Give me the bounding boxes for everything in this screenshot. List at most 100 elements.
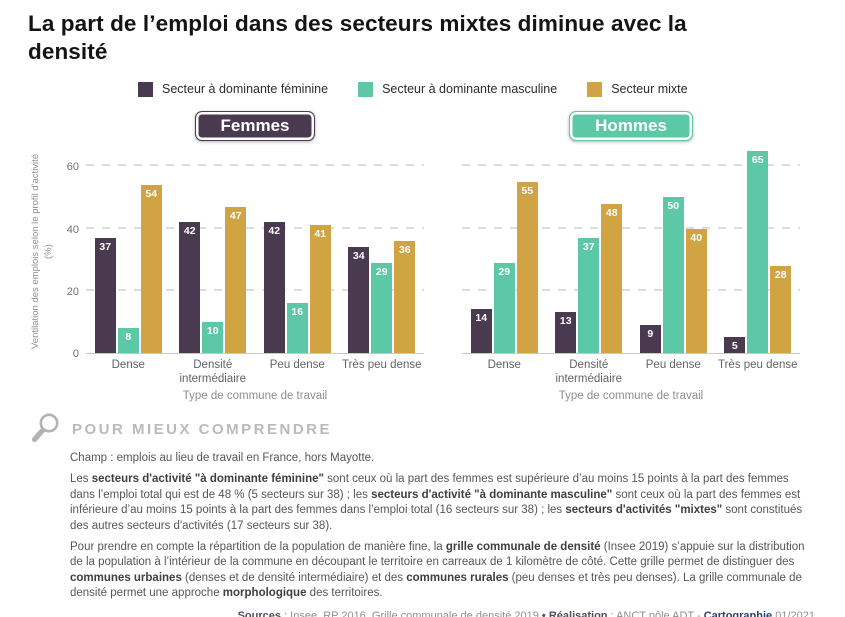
text-run: (Insee 2019) s’appuie sur la distributio…	[70, 540, 805, 569]
bar-group: 34 29 36	[340, 240, 424, 353]
text-run: (denses et de densité intermédiaire) et …	[181, 571, 407, 584]
y-tick-label: 20	[66, 285, 79, 298]
bar-value-label: 8	[125, 330, 132, 343]
text-run: (peu denses et très peu denses). La gril…	[70, 571, 802, 600]
bar-value-label: 9	[647, 327, 654, 340]
text-run: morphologique	[222, 587, 307, 600]
gridline	[86, 288, 424, 291]
bar-group: 5 65 28	[716, 150, 800, 353]
bar: 16	[286, 303, 308, 353]
text-run: sont constitués des autres secteurs d'ac…	[70, 504, 803, 532]
bar: 9	[639, 324, 661, 353]
square-swatch-icon	[587, 81, 603, 97]
bar: 42	[263, 222, 285, 353]
champ-paragraph: Champ : emplois au lieu de travail en Fr…	[70, 451, 815, 467]
text-run: communes urbaines	[70, 571, 182, 584]
bar: 10	[202, 321, 224, 353]
footer-body: Champ : emplois au lieu de travail en Fr…	[70, 451, 815, 602]
x-axis-categories: Dense Densité intermédiaire Peu dense Très …	[462, 359, 800, 387]
bar-value-label: 28	[774, 268, 787, 281]
gridline	[86, 164, 424, 167]
bar-groups: 37 8 54 42 10 47 42 16 41 34 29 36	[86, 149, 424, 353]
text-run: des territoires.	[306, 587, 383, 600]
bar-value-label: 34	[352, 250, 365, 263]
bar-value-label: 41	[314, 228, 327, 241]
bar: 50	[662, 197, 684, 353]
y-tick-label: 40	[66, 223, 79, 236]
badge-row: Femmes	[86, 109, 424, 149]
bar-value-label: 10	[206, 324, 219, 337]
bar: 37	[94, 237, 116, 353]
bar-group: 42 16 41	[255, 222, 339, 353]
legend-item-feminine: Secteur à dominante féminine	[138, 81, 328, 97]
text-run: Sources	[237, 610, 281, 617]
charts-row: Ventilation des emplois selon le profil …	[30, 109, 845, 403]
category-label: Dense	[487, 358, 521, 371]
y-axis-ticks: 0 20 40 60	[60, 149, 86, 359]
sources-line: Sources : Insee, RP 2016, Grille communa…	[28, 610, 815, 617]
x-axis-categories: Dense Densité intermédiaire Peu dense Très …	[86, 359, 424, 387]
bar-value-label: 36	[398, 243, 411, 256]
gridline	[462, 164, 800, 167]
text-run: sont ceux où la part des femmes est supé…	[70, 473, 789, 501]
bar-value-label: 55	[521, 184, 534, 197]
bar: 29	[371, 262, 393, 353]
y-axis-title: Ventilation des emplois selon le profil …	[30, 153, 54, 349]
legend-item-mixte: Secteur mixte	[587, 81, 688, 97]
bar: 41	[309, 225, 331, 353]
bar: 34	[348, 247, 370, 353]
category-label: Peu dense	[645, 358, 701, 371]
bar-group: 42 10 47	[171, 206, 255, 353]
bar: 65	[747, 150, 769, 353]
femmes-badge: Femmes	[194, 110, 316, 141]
bar-value-label: 42	[183, 225, 196, 238]
bar: 47	[225, 206, 247, 353]
hommes-badge: Hommes	[569, 110, 693, 141]
legend-item-masculine: Secteur à dominante masculine	[358, 81, 558, 97]
bar: 55	[516, 181, 538, 353]
bar-value-label: 65	[751, 153, 764, 166]
badge-row: Hommes	[462, 109, 800, 149]
bar-group: 9 50 40	[631, 197, 715, 353]
text-run: : ANCT pôle ADT -	[607, 610, 704, 617]
bar-value-label: 29	[375, 265, 388, 278]
text-run: : Insee, RP 2016, Grille communale de de…	[281, 610, 542, 617]
bar: 14	[470, 309, 492, 353]
left-axis-gutter: Ventilation des emplois selon le profil …	[30, 149, 86, 403]
bar-value-label: 42	[268, 225, 281, 238]
hommes-plot-area: 14 29 55 13 37 48 9 50 40 5 65 28	[462, 149, 800, 354]
text-run: secteurs d'activité "à dominante masculi…	[371, 488, 613, 501]
femmes-plot-area: 37 8 54 42 10 47 42 16 41 34 29 36	[86, 149, 424, 354]
x-axis-title: Type de commune de travail	[182, 390, 328, 403]
definitions-paragraph: Les secteurs d'activité "à dominante fém…	[70, 472, 815, 535]
text-run: 01/2021	[772, 610, 815, 617]
chart-legend: Secteur à dominante féminine Secteur à d…	[138, 81, 845, 97]
bar: 8	[117, 327, 139, 353]
footer-explainer: POUR MIEUX COMPRENDRE Champ : emplois au…	[28, 412, 817, 617]
bar-value-label: 54	[145, 188, 158, 201]
bar: 29	[493, 262, 515, 353]
legend-label: Secteur à dominante masculine	[382, 82, 558, 97]
bar-value-label: 13	[559, 315, 572, 328]
text-run: Pour prendre en compte la répartition de…	[70, 540, 446, 553]
category-label: Dense	[111, 358, 145, 371]
text-run: Champ : emplois au lieu de travail en Fr…	[70, 452, 375, 465]
category-label: Densité intermédiaire	[179, 358, 246, 385]
bar-value-label: 14	[475, 312, 488, 325]
bar-group: 13 37 48	[547, 203, 631, 353]
bar: 40	[685, 228, 707, 353]
square-swatch-icon	[358, 81, 374, 97]
footer-heading-row: POUR MIEUX COMPRENDRE	[28, 412, 817, 446]
bar-value-label: 5	[731, 340, 738, 353]
bar: 37	[578, 237, 600, 353]
chart-hommes: Hommes 14 29 55 13 37 48 9 50 40 5 65 28 Dense Densi…	[462, 109, 800, 402]
bar: 13	[555, 312, 577, 353]
legend-label: Secteur mixte	[611, 82, 688, 97]
bar-value-label: 29	[498, 265, 511, 278]
bar-value-label: 37	[582, 240, 595, 253]
footer-heading: POUR MIEUX COMPRENDRE	[72, 420, 333, 438]
bar-groups: 14 29 55 13 37 48 9 50 40 5 65 28	[462, 149, 800, 353]
category-label: Très peu dense	[718, 358, 798, 371]
y-tick-label: 0	[72, 347, 79, 360]
